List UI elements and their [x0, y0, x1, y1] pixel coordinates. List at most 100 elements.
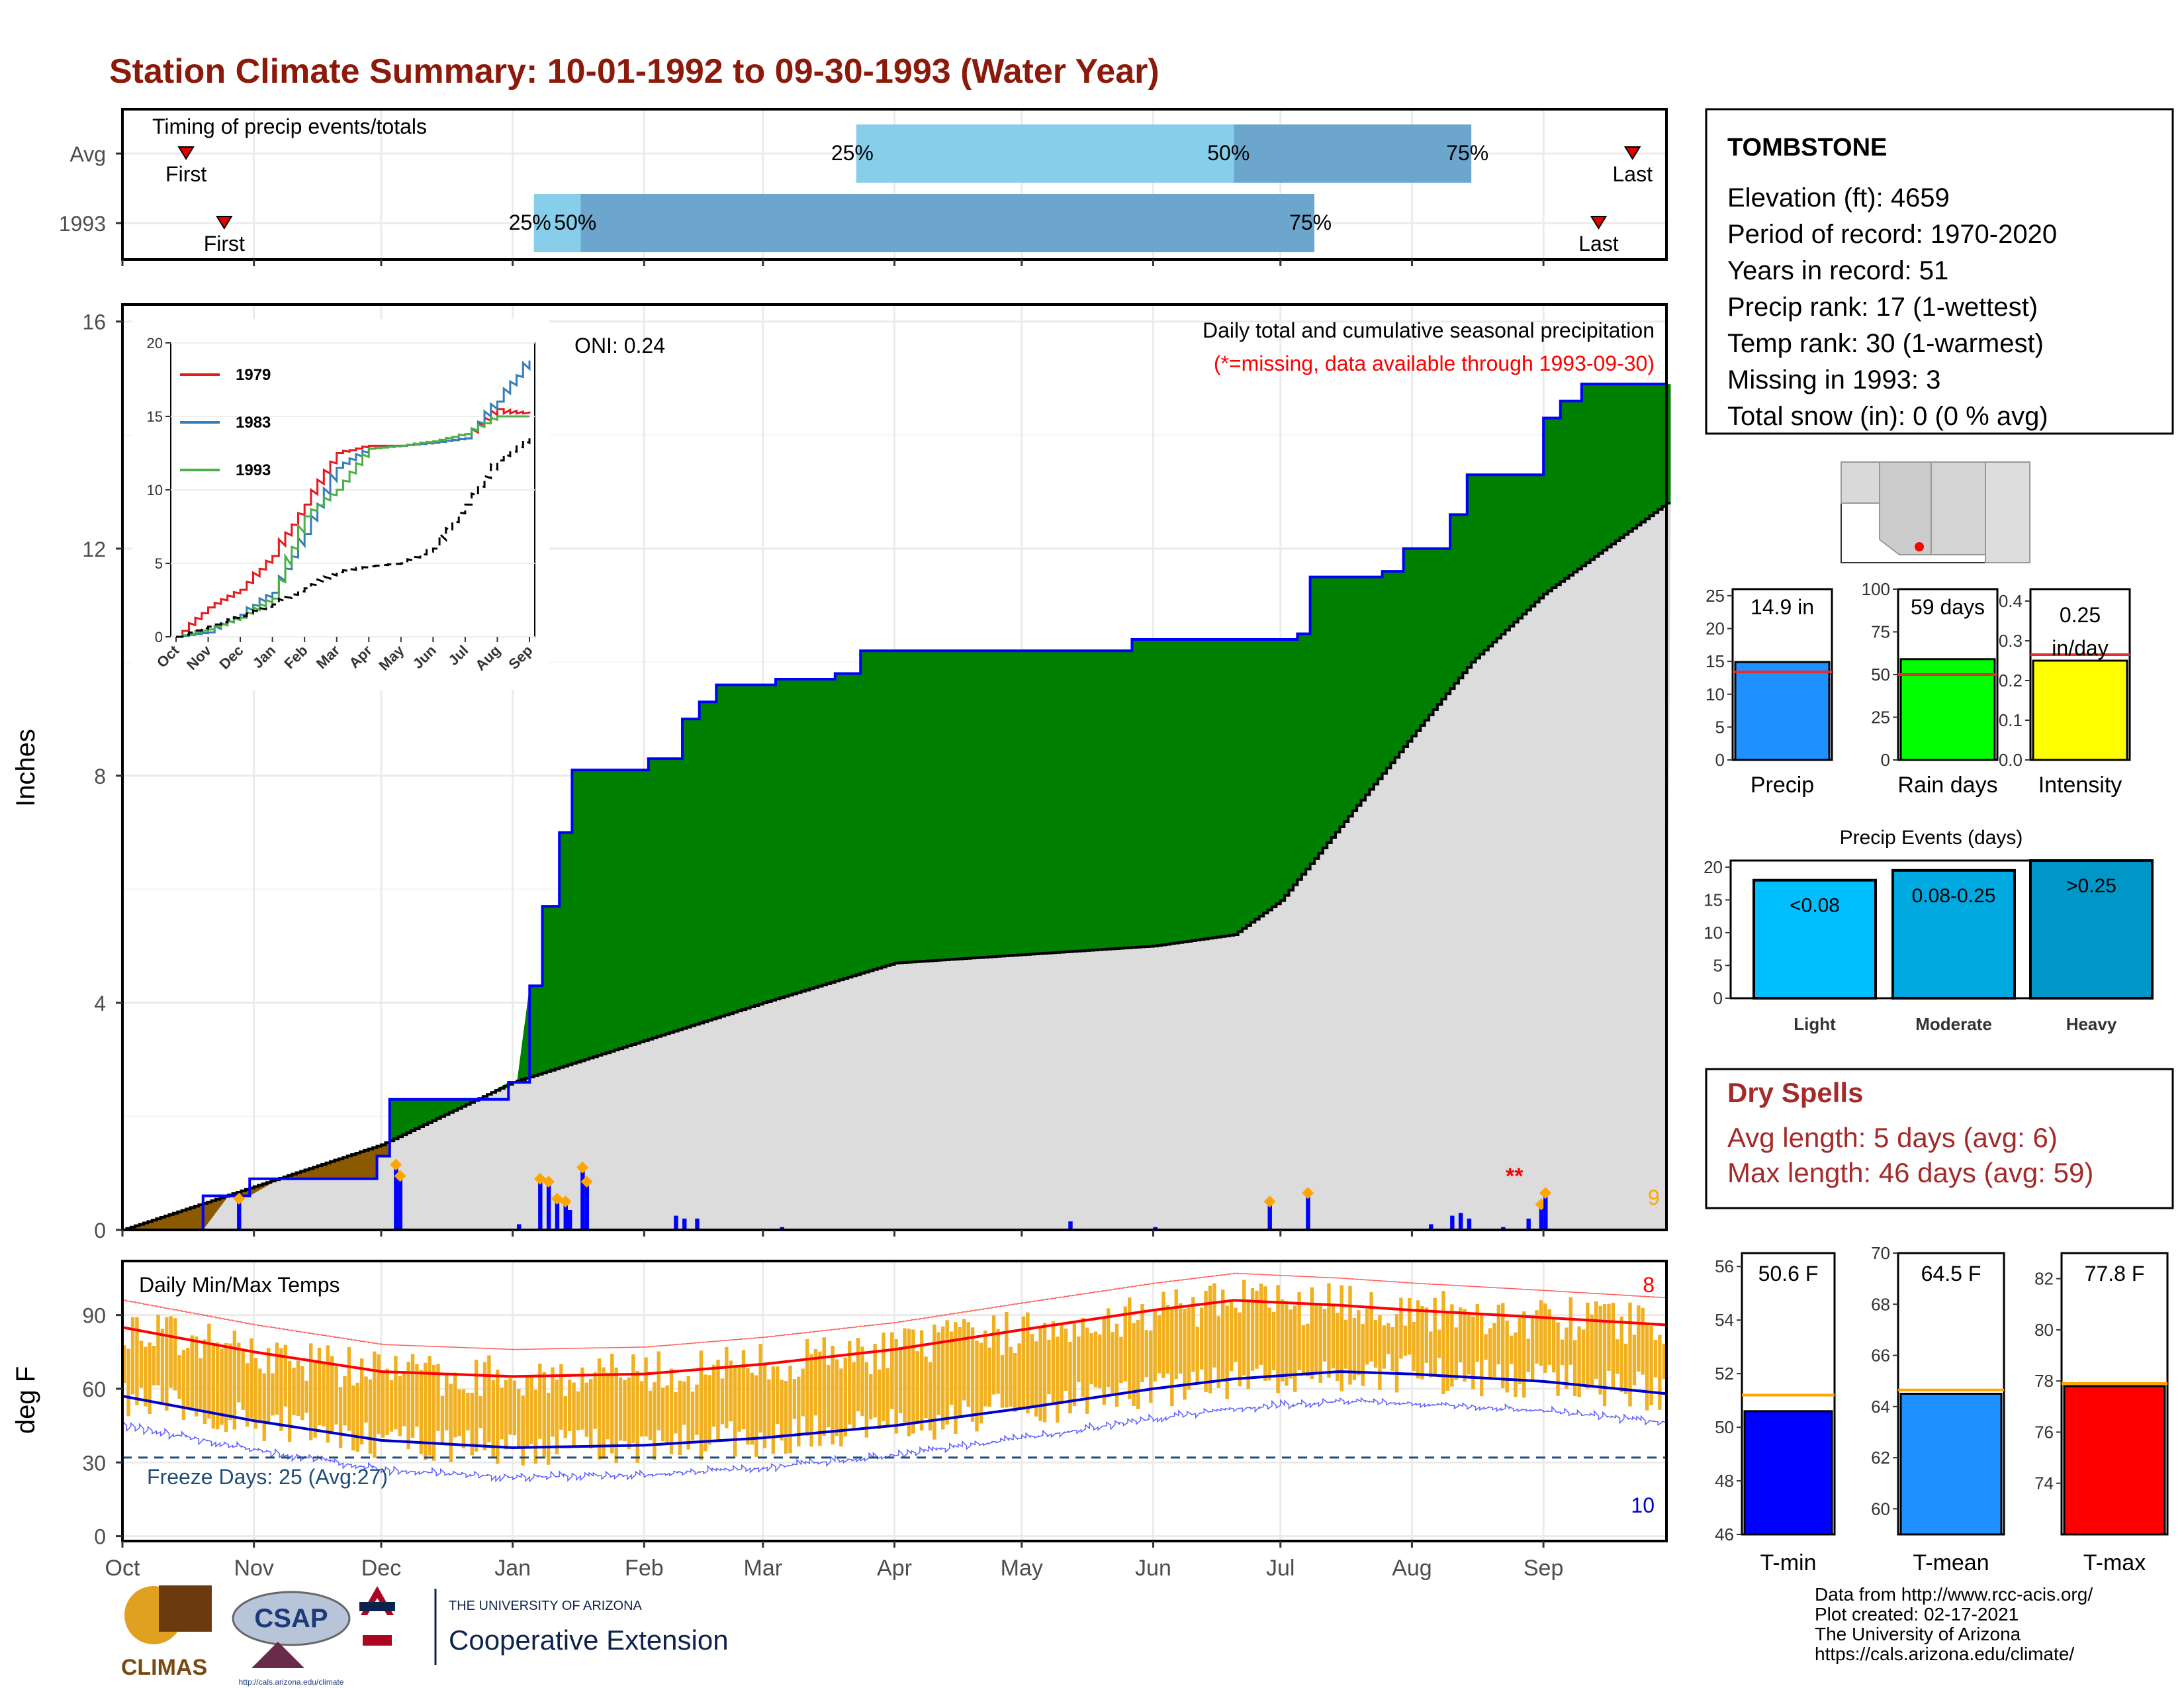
daily-temp-bar	[165, 1317, 169, 1411]
last-event-label: Last	[1578, 232, 1619, 256]
daily-temp-bar	[1412, 1322, 1416, 1371]
daily-temp-bar	[258, 1368, 262, 1424]
daily-temp-bar	[1331, 1305, 1336, 1369]
daily-temp-bar	[996, 1329, 1000, 1394]
daily-temp-bar	[1221, 1289, 1225, 1382]
daily-temp-bar	[181, 1350, 186, 1420]
daily-temp-bar	[122, 1345, 126, 1383]
event-bar-heavy	[2029, 859, 2154, 1000]
daily-temp-bar	[711, 1364, 716, 1427]
temp-y-tick-label: 0	[94, 1525, 106, 1549]
daily-temp-bar	[453, 1372, 457, 1438]
normal-tmin-line	[122, 1370, 1667, 1450]
daily-temp-bar	[767, 1379, 771, 1436]
daily-temp-bar	[440, 1395, 445, 1444]
daily-temp-bar	[241, 1348, 245, 1410]
daily-temp-bar	[614, 1367, 618, 1464]
temp-summary-t-max: 74 76 78 80 82 77.8 F T-max	[2034, 1252, 2169, 1575]
events-title: Precip Events (days)	[1840, 827, 2023, 849]
daily-temp-bar	[797, 1376, 801, 1447]
daily-temp-bar	[555, 1380, 559, 1454]
orange-diamond-marker	[576, 1161, 589, 1174]
daily-temp-bar	[1475, 1303, 1479, 1362]
month-label: Oct	[105, 1556, 140, 1581]
temp-summary-tick-label: 64	[1871, 1397, 1890, 1417]
daily-temp-bar	[1565, 1327, 1569, 1389]
daily-temp-bar	[1098, 1334, 1102, 1389]
daily-temp-bar	[1526, 1338, 1530, 1372]
daily-temp-bar	[1645, 1324, 1649, 1411]
daily-temp-bar	[287, 1360, 292, 1442]
daily-temp-bar	[1586, 1302, 1590, 1389]
map-region-nm	[1931, 461, 1986, 555]
daily-temp-bar	[898, 1346, 903, 1413]
precip-y-tick-label: 0	[94, 1219, 106, 1243]
daily-temp-bar	[657, 1351, 660, 1430]
daily-temp-bar	[822, 1337, 826, 1436]
daily-temp-bar	[1038, 1326, 1042, 1421]
temp-summary-tick-label: 56	[1715, 1256, 1734, 1276]
daily-temp-bar	[1623, 1343, 1628, 1394]
event-bar-range: 0.08-0.25	[1912, 885, 1996, 907]
daily-temp-bar	[644, 1357, 648, 1437]
daily-temp-bar	[203, 1339, 207, 1425]
ua-extension-logo: THE UNIVERSITY OF ARIZONA Cooperative Ext…	[359, 1586, 729, 1665]
daily-temp-bar	[1496, 1304, 1501, 1365]
daily-temp-bar	[877, 1369, 882, 1429]
daily-temp-bar	[1242, 1280, 1246, 1376]
temp-summary-tick-label: 66	[1871, 1346, 1890, 1366]
daily-temp-bar	[410, 1354, 415, 1438]
footer-credit-line: Data from http://www.rcc-acis.org/	[1815, 1584, 2093, 1605]
daily-temp-bar	[784, 1381, 788, 1454]
temp-y-tick-label: 60	[82, 1378, 106, 1401]
summary-bar-tick-label: 25	[1706, 586, 1725, 606]
temp-summary-tick-label: 70	[1871, 1243, 1890, 1263]
daily-temp-bar	[750, 1372, 754, 1445]
month-label: Mar	[744, 1556, 783, 1581]
daily-temp-bar	[559, 1364, 563, 1430]
temp-summary-tick-label: 62	[1871, 1448, 1890, 1468]
daily-temp-bar	[665, 1385, 669, 1444]
daily-temp-bar	[733, 1365, 737, 1457]
daily-temp-bar	[1628, 1302, 1632, 1407]
daily-temp-bar	[457, 1389, 461, 1436]
climas-wordmark: CLIMAS	[121, 1655, 207, 1680]
station-location-dot	[1915, 542, 1924, 551]
daily-temp-bar	[720, 1378, 725, 1425]
daily-temp-bar	[1445, 1311, 1450, 1391]
daily-temp-bar	[979, 1342, 983, 1424]
orange-diamond-marker	[1263, 1196, 1276, 1208]
daily-temp-bar	[304, 1380, 309, 1413]
daily-temp-bar	[1454, 1327, 1458, 1380]
temp-summary-tick-label: 80	[2034, 1320, 2054, 1340]
precip-y-tick-label: 4	[94, 992, 106, 1015]
ua-a-icon	[361, 1586, 394, 1646]
daily-temp-bar	[1165, 1305, 1170, 1374]
csap-mountain-icon	[251, 1642, 304, 1668]
daily-temp-bar	[762, 1365, 767, 1448]
daily-temp-bar	[847, 1340, 852, 1425]
last-event-marker	[1590, 216, 1608, 230]
daily-precip-bar	[682, 1218, 687, 1230]
daily-precip-bar	[1458, 1213, 1463, 1230]
daily-temp-bar	[864, 1362, 869, 1438]
daily-temp-bar	[546, 1392, 551, 1465]
daily-temp-bar	[949, 1331, 954, 1405]
daily-temp-bar	[194, 1336, 199, 1417]
daily-temp-bar	[1060, 1324, 1064, 1405]
daily-temp-bar	[449, 1383, 453, 1462]
daily-temp-bar	[873, 1344, 877, 1418]
daily-temp-bar	[1322, 1309, 1327, 1362]
summary-bar-value: 0.25	[2060, 603, 2101, 627]
station-info-box	[1705, 108, 2174, 435]
daily-temp-bar	[326, 1345, 330, 1443]
record-min-count: 10	[1631, 1493, 1655, 1517]
daily-temp-bar	[707, 1375, 711, 1445]
temp-summary-tick-label: 60	[1871, 1499, 1890, 1519]
daily-temp-bar	[207, 1323, 211, 1419]
daily-temp-bar	[1301, 1325, 1306, 1376]
summary-bar-precip: 0 5 10 15 20 25 14.9 in Precip	[1706, 586, 1833, 798]
daily-temp-bar	[1386, 1323, 1390, 1354]
daily-temp-bar	[1441, 1291, 1445, 1394]
daily-temp-bar	[1348, 1286, 1352, 1385]
